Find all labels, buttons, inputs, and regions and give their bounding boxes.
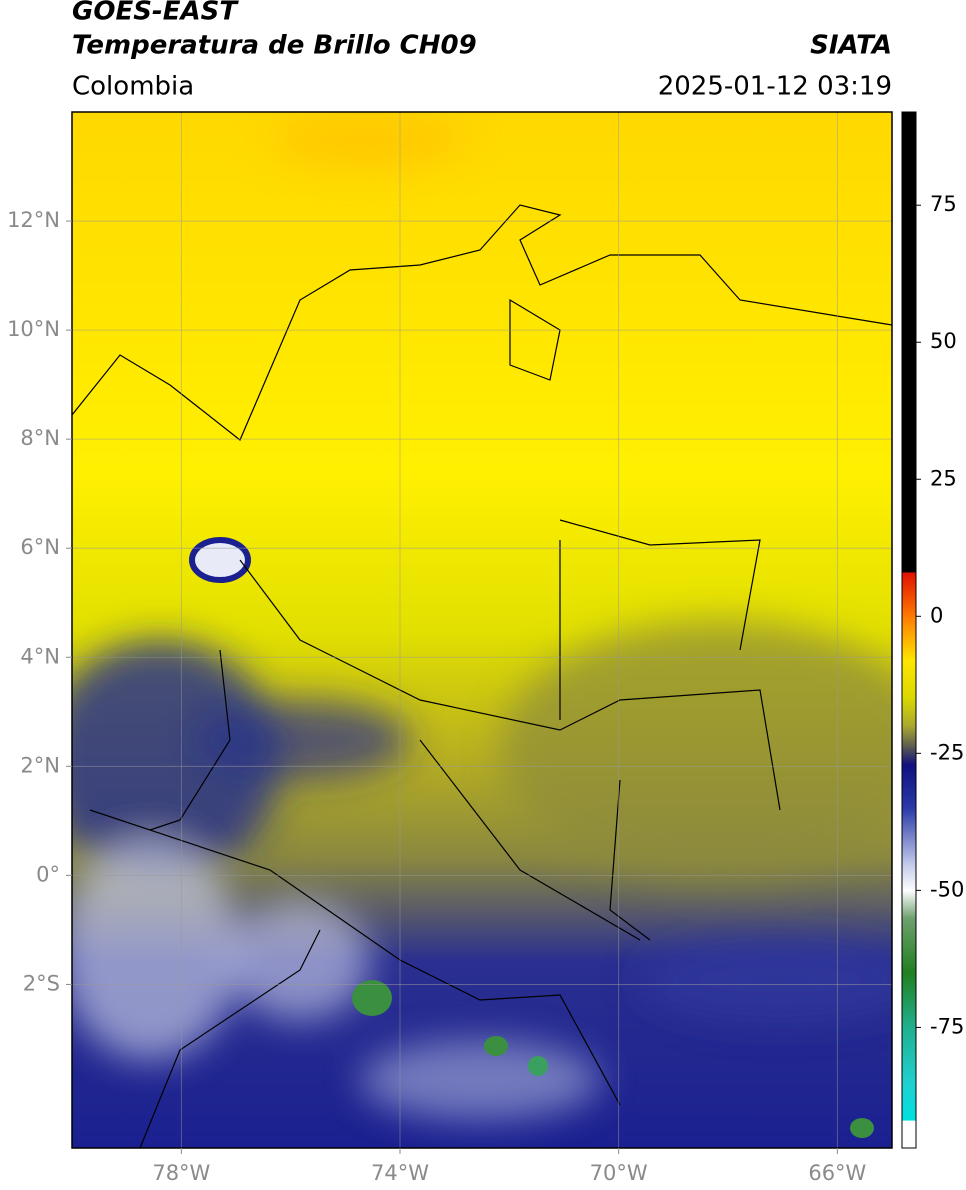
y-tick-label: 12°N — [7, 208, 60, 232]
title: GOES-EAST — [72, 0, 239, 27]
colorbar: 75 50 25 0 -25 -50 -75 — [901, 111, 964, 1149]
colorbar-tick-label: 0 — [930, 603, 943, 627]
subtitle: Temperatura de Brillo CH09 — [72, 31, 477, 61]
y-tick-label: 2°S — [23, 971, 60, 995]
colorbar-segment — [902, 1082, 916, 1122]
cold-cloud-top — [528, 1056, 548, 1076]
region: Colombia — [72, 72, 194, 102]
grid — [72, 112, 892, 1148]
cloud-field — [72, 112, 892, 1120]
y-tick-label: 8°N — [20, 426, 60, 450]
colorbar-segment — [902, 972, 916, 1028]
colorbar-frame — [901, 111, 917, 1149]
map-frame — [71, 111, 893, 1149]
colorbar-segment — [902, 616, 916, 661]
satellite-image — [72, 112, 892, 1148]
cold-cloud-top — [484, 1036, 508, 1056]
colorbar-tick-label: -75 — [930, 1014, 964, 1038]
x-tick-label: 66°W — [808, 1161, 866, 1185]
y-tick-label: 10°N — [7, 317, 60, 341]
colorbar-segment — [902, 747, 916, 765]
x-tick-label: 74°W — [371, 1161, 429, 1185]
y-tick-label: 2°N — [20, 753, 60, 777]
colorbar-segment — [902, 572, 916, 617]
x-tick-label: 70°W — [590, 1161, 648, 1185]
colorbar-segment — [902, 890, 916, 919]
colorbar-tick-label: 25 — [930, 466, 957, 490]
colorbar-tick-label: -25 — [930, 740, 964, 764]
colorbar-segment — [902, 112, 916, 573]
colorbar-segment — [902, 698, 916, 727]
colorbar-segment — [902, 917, 916, 974]
colorbar-segment — [902, 660, 916, 700]
colorbar-segment — [902, 764, 916, 809]
colorbar-segment — [902, 862, 916, 891]
colorbar-segment — [902, 1120, 916, 1149]
colorbar-segment — [902, 808, 916, 864]
cold-cloud-top — [189, 537, 251, 583]
cold-cloud-top — [352, 980, 392, 1016]
source: SIATA — [810, 31, 892, 61]
datetime: 2025-01-12 03:19 — [658, 72, 892, 102]
colorbar-tick-label: 75 — [930, 192, 957, 216]
colorbar-segment — [902, 725, 916, 749]
y-tick-label: 4°N — [20, 644, 60, 668]
cold-cloud-top — [850, 1118, 874, 1138]
borders — [72, 204, 892, 1148]
y-tick-label: 6°N — [20, 535, 60, 559]
y-tick-label: 0° — [36, 862, 60, 886]
colorbar-segment — [902, 1027, 916, 1083]
colorbar-tick-label: 50 — [930, 329, 957, 353]
colorbar-tick-label: -50 — [930, 877, 964, 901]
x-tick-label: 78°W — [152, 1161, 210, 1185]
